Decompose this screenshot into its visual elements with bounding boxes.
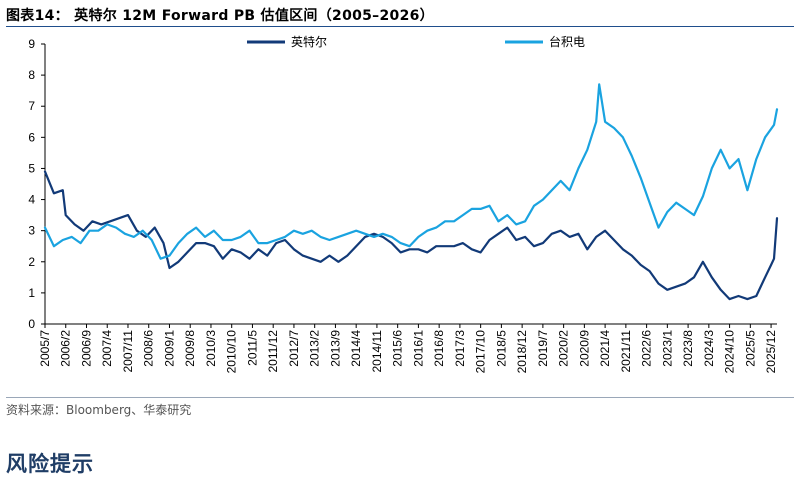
y-tick-label: 3 [28, 224, 35, 238]
x-tick-label: 2010/10 [225, 330, 239, 374]
x-tick-label: 2015/6 [391, 330, 405, 367]
chart-series [43, 83, 779, 301]
x-tick-label: 2019/7 [536, 330, 550, 367]
x-tick-label: 2020/9 [577, 330, 591, 367]
y-tick-label: 8 [28, 68, 35, 82]
x-tick-label: 2011/5 [245, 330, 259, 366]
y-tick-label: 6 [28, 130, 35, 144]
x-tick-label: 2018/5 [494, 330, 508, 367]
chart-legend: 英特尔 台积电 [247, 34, 585, 49]
x-tick-label: 2009/1 [162, 330, 176, 367]
y-tick-label: 5 [28, 161, 35, 175]
x-tick-label: 2024/10 [723, 330, 737, 374]
legend-label-tsmc: 台积电 [549, 34, 585, 49]
x-tick-label: 2013/2 [308, 330, 322, 367]
x-tick-label: 2014/4 [349, 330, 363, 367]
x-tick-label: 2012/7 [287, 330, 301, 367]
series-line-tsmc [43, 83, 779, 260]
x-tick-label: 2009/8 [183, 330, 197, 367]
chart-title: 图表14： 英特尔 12M Forward PB 估值区间（2005–2026） [6, 8, 434, 24]
legend-label-intel: 英特尔 [291, 34, 327, 49]
x-tick-label: 2007/11 [121, 330, 135, 373]
pb-line-chart: 0 1 2 3 4 5 6 7 8 9 2005/7 2006/2 2006/9 2007/4 2007/1… [28, 34, 779, 373]
x-tick-label: 2005/7 [38, 330, 52, 367]
x-tick-label: 2023/1 [660, 330, 674, 367]
x-tick-label: 2018/12 [515, 330, 529, 374]
y-tick-label: 4 [28, 193, 35, 207]
x-tick-label: 2011/12 [266, 330, 280, 373]
x-tick-label: 2020/2 [557, 330, 571, 367]
x-tick-label: 2006/2 [59, 330, 73, 367]
y-tick-label: 9 [28, 37, 35, 51]
y-tick-label: 1 [28, 286, 35, 300]
x-tick-label: 2022/6 [640, 330, 654, 367]
x-tick-label: 2025/5 [743, 330, 757, 367]
x-tick-label: 2024/3 [702, 330, 716, 367]
chart-axes: 0 1 2 3 4 5 6 7 8 9 2005/7 2006/2 2006/9 2007/4 2007/1… [28, 37, 778, 373]
y-tick-label: 7 [28, 99, 35, 113]
x-tick-label: 2008/6 [142, 330, 156, 367]
x-tick-label: 2017/3 [453, 330, 467, 367]
x-tick-label: 2016/1 [411, 330, 425, 367]
source-divider [6, 397, 794, 398]
x-tick-label: 2006/9 [79, 330, 93, 367]
x-tick-label: 2023/8 [681, 330, 695, 367]
x-tick-label: 2025/12 [764, 330, 778, 374]
x-tick-label: 2021/11 [619, 330, 633, 373]
title-divider [6, 26, 794, 27]
x-tick-label: 2014/11 [370, 330, 384, 373]
x-tick-label: 2013/9 [328, 330, 342, 367]
y-tick-label: 0 [28, 317, 35, 331]
y-tick-label: 2 [28, 255, 35, 269]
x-tick-label: 2021/4 [598, 330, 612, 367]
x-tick-label: 2016/8 [432, 330, 446, 367]
section-heading: 风险提示 [6, 451, 94, 476]
x-tick-label: 2007/4 [100, 330, 114, 367]
x-tick-label: 2017/10 [474, 330, 488, 374]
x-tick-label: 2010/3 [204, 330, 218, 367]
series-line-intel [43, 170, 779, 301]
source-note: 资料来源：Bloomberg、华泰研究 [6, 403, 192, 417]
